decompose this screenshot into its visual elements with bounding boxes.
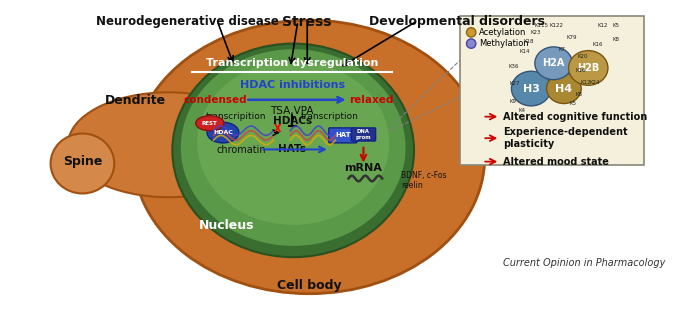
Text: transcription: transcription	[301, 112, 359, 121]
Circle shape	[466, 39, 476, 48]
Text: K16: K16	[593, 42, 603, 47]
FancyBboxPatch shape	[329, 128, 357, 143]
Text: Neurodegenerative disease: Neurodegenerative disease	[96, 15, 279, 27]
Text: HDAC: HDAC	[213, 130, 233, 135]
Ellipse shape	[546, 74, 582, 104]
Text: K115: K115	[535, 23, 548, 28]
Text: H2B: H2B	[577, 63, 599, 73]
Text: K27: K27	[510, 81, 520, 86]
Ellipse shape	[68, 92, 269, 197]
Text: HAT: HAT	[335, 132, 351, 139]
Text: HDAC inhibitions: HDAC inhibitions	[240, 80, 344, 90]
Text: DNA
prom: DNA prom	[356, 129, 371, 140]
Text: BDNF, c-Fos
reelin: BDNF, c-Fos reelin	[401, 171, 446, 190]
Text: Current Opinion in Pharmacology: Current Opinion in Pharmacology	[503, 258, 666, 268]
FancyBboxPatch shape	[351, 128, 376, 141]
Text: Altered mood state: Altered mood state	[503, 157, 609, 167]
Text: Acetylation: Acetylation	[479, 28, 526, 37]
Text: K36: K36	[508, 64, 519, 69]
Text: Nucleus: Nucleus	[199, 219, 254, 232]
FancyBboxPatch shape	[460, 17, 644, 165]
Text: K20: K20	[577, 54, 588, 59]
Text: K8: K8	[613, 37, 620, 42]
Text: K8: K8	[575, 92, 582, 97]
Ellipse shape	[134, 20, 485, 294]
Ellipse shape	[511, 71, 551, 106]
Text: condensed: condensed	[184, 95, 247, 105]
Text: K9: K9	[510, 99, 517, 104]
Text: K24: K24	[590, 80, 600, 85]
Text: K122: K122	[549, 23, 564, 28]
Ellipse shape	[197, 61, 389, 225]
Text: K14: K14	[520, 49, 530, 54]
Text: K5: K5	[570, 101, 577, 106]
Circle shape	[466, 28, 476, 37]
Text: transcripition: transcripition	[206, 112, 267, 121]
FancyBboxPatch shape	[100, 151, 153, 174]
Text: K16: K16	[575, 68, 586, 73]
Text: H4: H4	[555, 84, 573, 94]
Text: K12: K12	[597, 23, 608, 28]
Text: HDACs: HDACs	[273, 116, 312, 126]
Text: Spine: Spine	[63, 155, 102, 168]
Text: H3: H3	[523, 84, 539, 94]
Ellipse shape	[535, 47, 573, 80]
Text: Transcription dysregulation: Transcription dysregulation	[206, 58, 378, 68]
Text: mRNA: mRNA	[344, 163, 382, 173]
Text: K12: K12	[580, 80, 590, 85]
Text: Methylation: Methylation	[479, 39, 528, 48]
Text: K5: K5	[613, 23, 620, 28]
Text: Dendrite: Dendrite	[105, 94, 166, 107]
Text: K79: K79	[566, 36, 577, 41]
Text: HATs: HATs	[278, 144, 306, 154]
Ellipse shape	[172, 44, 414, 257]
Ellipse shape	[568, 51, 608, 85]
Text: Cell body: Cell body	[277, 279, 342, 292]
Text: Stress: Stress	[282, 15, 332, 29]
Ellipse shape	[207, 122, 239, 143]
Text: K4: K4	[518, 108, 525, 113]
Text: relaxed: relaxed	[349, 95, 393, 105]
Text: REST: REST	[202, 121, 218, 126]
Ellipse shape	[50, 134, 114, 193]
Text: K7: K7	[559, 47, 566, 52]
Text: K23: K23	[531, 30, 541, 35]
Text: chromatin: chromatin	[217, 145, 267, 155]
Text: H2A: H2A	[542, 58, 565, 68]
Text: Experience-dependent
plasticity: Experience-dependent plasticity	[503, 127, 628, 149]
Ellipse shape	[181, 49, 406, 246]
Text: K18: K18	[524, 39, 535, 44]
Text: Developmental disorders: Developmental disorders	[369, 15, 545, 27]
Text: X: X	[274, 124, 281, 134]
Text: Altered cognitive function: Altered cognitive function	[503, 112, 647, 122]
Text: TSA,VPA: TSA,VPA	[271, 106, 314, 116]
Ellipse shape	[196, 116, 224, 131]
